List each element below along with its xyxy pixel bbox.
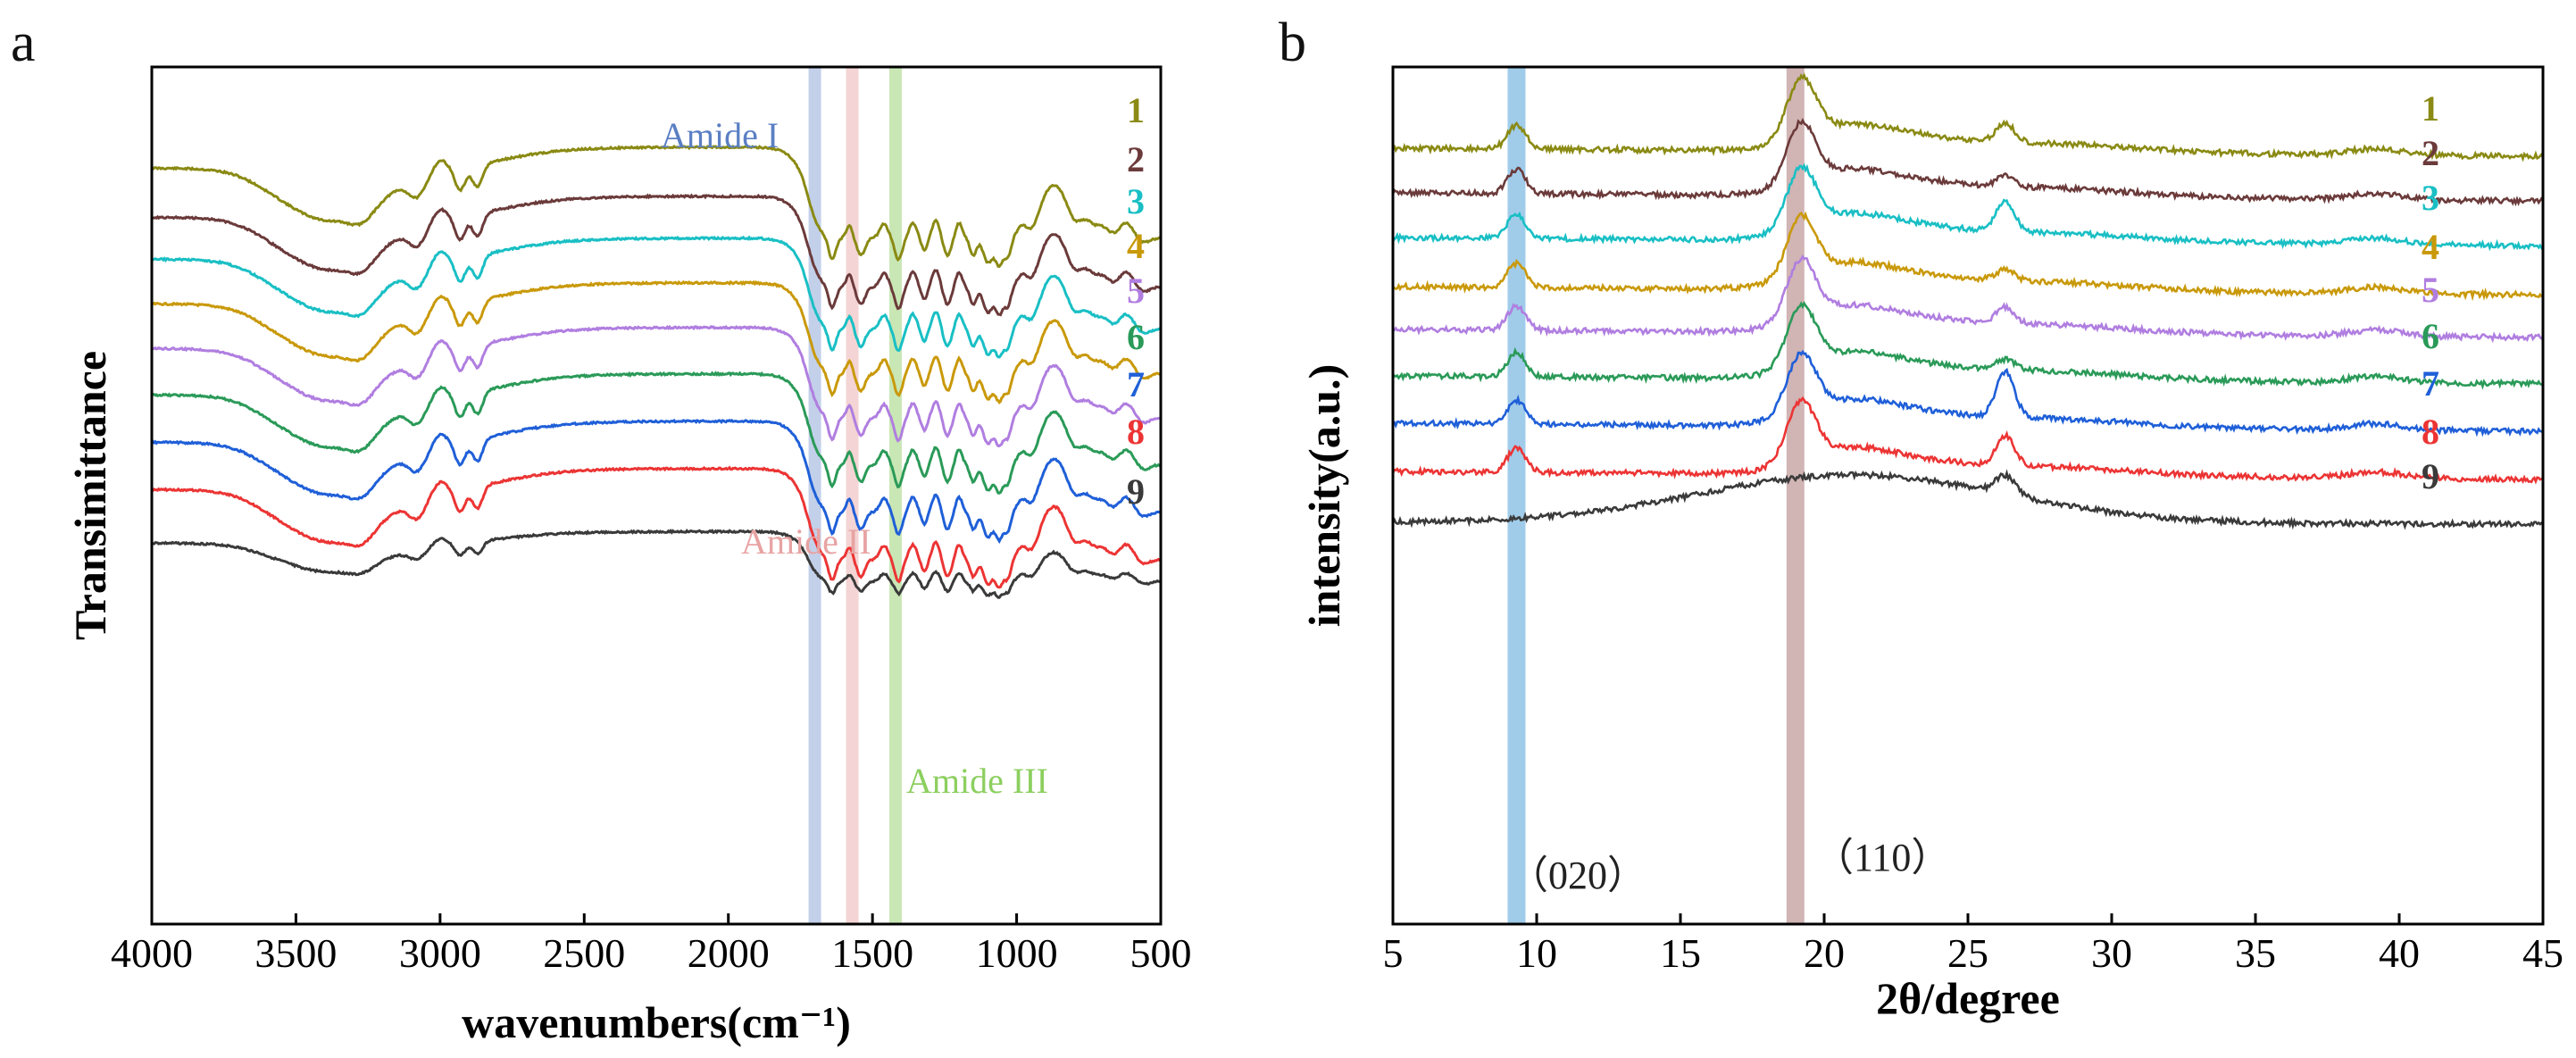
xrd-series-label-2: 2 (2422, 133, 2439, 173)
xrd-series-6 (1391, 301, 2544, 390)
ftir-x-tick-label: 2000 (688, 930, 770, 976)
xrd-peak-band-2 (1786, 67, 1805, 924)
ftir-series-label-8: 8 (1127, 412, 1145, 452)
xrd-series-group (1391, 72, 2545, 530)
peak-020-label: （020） (1509, 854, 1646, 897)
ftir-series-8 (151, 465, 1162, 589)
xrd-x-tick-label: 35 (2235, 930, 2276, 976)
amide-ii-label: Amide II (741, 521, 871, 562)
amide-band-2 (846, 67, 859, 924)
ftir-chart: 4000 3500 3000 2500 2000 1500 1000 500 12345678… (65, 65, 1192, 1047)
ftir-x-tick-label: 2500 (543, 930, 625, 976)
ftir-series-5 (151, 324, 1162, 448)
ftir-series-label-7: 7 (1127, 364, 1145, 404)
xrd-x-tick-label: 5 (1383, 930, 1404, 976)
ftir-x-tick-label: 4000 (111, 930, 193, 976)
ftir-series-3 (151, 235, 1163, 359)
xrd-series-8 (1391, 396, 2544, 485)
xrd-x-tick-label: 45 (2522, 930, 2563, 976)
xrd-x-tick-label: 15 (1660, 930, 1701, 976)
ftir-x-axis-title: wavenumbers(cm⁻¹) (462, 997, 851, 1047)
ftir-series-label-5: 5 (1127, 271, 1145, 311)
ftir-x-ticks: 4000 3500 3000 2500 2000 1500 1000 500 (111, 913, 1192, 976)
amide-band-3 (888, 67, 902, 924)
xrd-x-tick-label: 10 (1516, 930, 1557, 976)
ftir-x-tick-label: 1000 (976, 930, 1058, 976)
xrd-series-2 (1391, 117, 2544, 207)
xrd-peak-bands (1507, 67, 1805, 924)
ftir-series-label-9: 9 (1127, 471, 1145, 512)
panel-b-letter: b (1279, 12, 1306, 73)
peak-110-label: （110） (1814, 836, 1950, 879)
xrd-series-label-8: 8 (2422, 412, 2439, 452)
ftir-x-tick-label: 3500 (254, 930, 337, 976)
xrd-series-label-9: 9 (2422, 456, 2439, 496)
ftir-series-1 (151, 144, 1162, 268)
ftir-x-tick-label: 1500 (831, 930, 913, 976)
ftir-series-label-1: 1 (1127, 90, 1145, 130)
xrd-x-tick-label: 30 (2091, 930, 2132, 976)
xrd-x-ticks: 5 10 15 20 25 30 35 40 45 (1383, 913, 2563, 976)
ftir-series-label-4: 4 (1127, 226, 1145, 266)
xrd-x-tick-label: 25 (1947, 930, 1988, 976)
ftir-series-4 (152, 279, 1162, 405)
ftir-series-label-3: 3 (1127, 181, 1145, 221)
xrd-series-7 (1392, 349, 2545, 437)
xrd-series-label-5: 5 (2422, 270, 2439, 310)
ftir-series-group (151, 144, 1163, 599)
ftir-series-label-2: 2 (1127, 139, 1145, 179)
amide-i-label: Amide I (661, 115, 779, 155)
ftir-series-7 (151, 418, 1162, 545)
xrd-series-4 (1392, 211, 2543, 302)
xrd-series-label-7: 7 (2422, 363, 2439, 404)
ftir-x-tick-label: 3000 (399, 930, 481, 976)
ftir-y-axis-title: Transimittance (65, 351, 115, 640)
panel-a-letter: a (11, 12, 36, 73)
xrd-series-9 (1392, 469, 2544, 530)
ftir-series-9 (151, 529, 1162, 599)
xrd-plot-frame (1391, 65, 2545, 926)
ftir-x-tick-label: 500 (1130, 930, 1192, 976)
xrd-y-axis-title: intensity(a.u.) (1299, 364, 1349, 627)
ftir-plot-frame (150, 65, 1163, 926)
ftir-series-2 (151, 193, 1163, 317)
xrd-x-tick-label: 40 (2379, 930, 2420, 976)
xrd-series-1 (1392, 72, 2545, 162)
amide-iii-label: Amide III (906, 761, 1048, 801)
ftir-series-label-6: 6 (1127, 317, 1145, 357)
xrd-series-5 (1392, 254, 2545, 344)
ftir-series-6 (151, 371, 1162, 495)
xrd-series-3 (1391, 162, 2545, 252)
xrd-series-label-3: 3 (2422, 178, 2439, 218)
xrd-peak-band-1 (1507, 67, 1526, 924)
xrd-x-tick-label: 20 (1804, 930, 1845, 976)
xrd-series-label-1: 1 (2422, 88, 2439, 129)
xrd-x-axis-title: 2θ/degree (1876, 973, 2060, 1023)
xrd-series-label-6: 6 (2422, 316, 2439, 356)
ftir-amide-bands (808, 67, 902, 924)
xrd-series-label-4: 4 (2422, 227, 2439, 267)
